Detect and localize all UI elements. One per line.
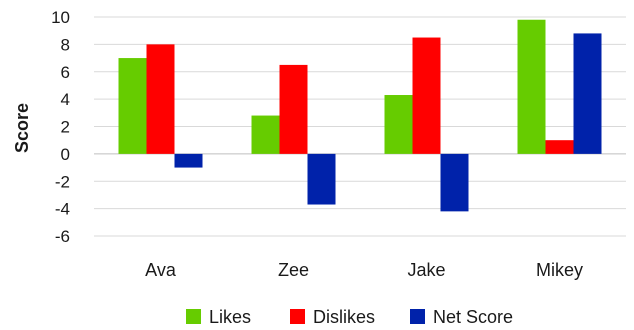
y-tick-label: 6	[61, 63, 70, 82]
bar-dislikes-jake	[412, 37, 441, 154]
bar-dislikes-ava	[146, 44, 175, 154]
bar-dislikes-mikey	[545, 140, 574, 154]
legend-swatch	[186, 309, 201, 324]
y-tick-label: 2	[61, 118, 70, 137]
bar-net-score-jake	[440, 153, 469, 212]
y-tick-label: -2	[55, 172, 70, 191]
legend-swatch	[410, 309, 425, 324]
y-axis-label: Score	[12, 103, 32, 153]
x-category-label: Jake	[407, 260, 445, 280]
bar-likes-ava	[118, 58, 147, 154]
y-tick-label: -4	[55, 200, 70, 219]
y-tick-label: -6	[55, 227, 70, 246]
x-category-label: Ava	[145, 260, 177, 280]
legend-label: Likes	[209, 307, 251, 327]
bar-likes-zee	[251, 115, 280, 154]
bar-net-score-mikey	[573, 33, 602, 154]
bar-dislikes-zee	[279, 64, 308, 154]
bar-net-score-ava	[174, 153, 203, 168]
bar-likes-mikey	[517, 19, 546, 154]
y-tick-label: 4	[61, 90, 70, 109]
y-axis-ticks: -6 -4 -2 0 2 4 6 8 10	[51, 8, 70, 246]
legend-swatch	[290, 309, 305, 324]
bar-likes-jake	[384, 95, 413, 154]
y-tick-label: 8	[61, 35, 70, 54]
legend: Likes Dislikes Net Score	[186, 307, 513, 327]
x-category-label: Zee	[278, 260, 309, 280]
legend-label: Net Score	[433, 307, 513, 327]
y-tick-label: 10	[51, 8, 70, 27]
x-axis-categories: Ava Zee Jake Mikey	[145, 260, 583, 280]
bar-net-score-zee	[307, 153, 336, 205]
bars	[118, 19, 602, 212]
x-category-label: Mikey	[536, 260, 583, 280]
legend-label: Dislikes	[313, 307, 375, 327]
y-tick-label: 0	[61, 145, 70, 164]
